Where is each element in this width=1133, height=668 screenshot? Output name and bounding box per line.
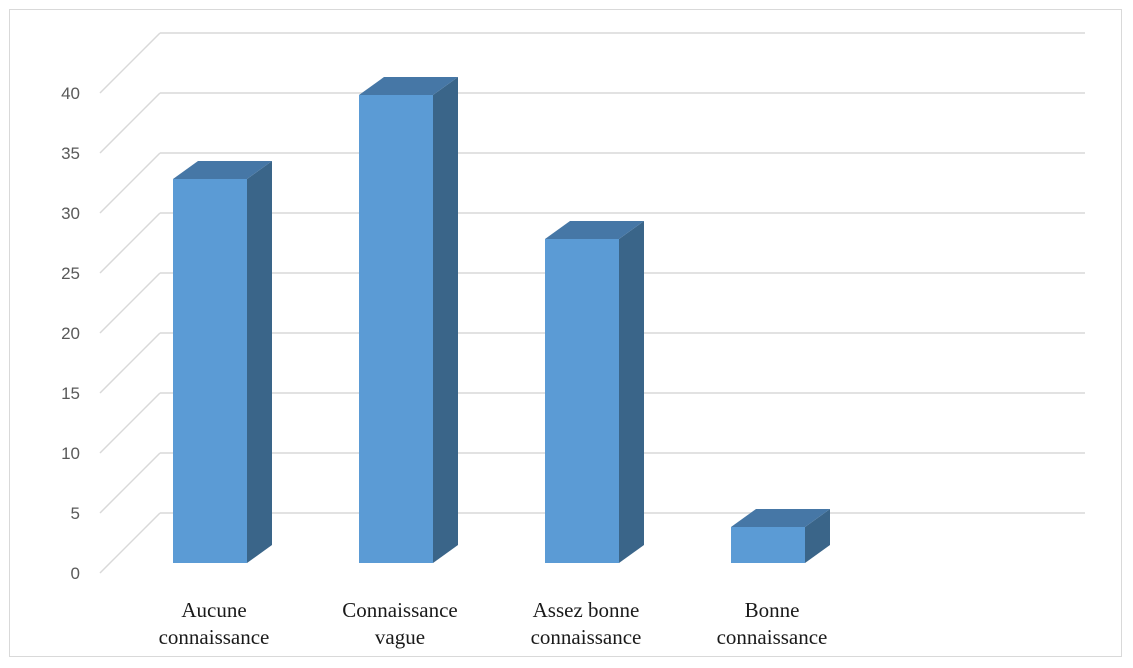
bar-front — [731, 527, 805, 563]
bar-side — [247, 161, 272, 563]
y-tick-label: 25 — [61, 264, 80, 283]
gridline-side — [99, 512, 161, 574]
bar-top — [359, 77, 458, 95]
y-tick-label: 10 — [61, 444, 80, 463]
bar — [359, 77, 458, 563]
gridline-side — [99, 92, 161, 154]
x-category-label: Connaissance vague — [342, 598, 457, 649]
bar — [173, 161, 272, 563]
y-axis-ticks: 0 5 10 15 20 25 30 35 40 — [61, 84, 80, 583]
bar-top — [731, 509, 830, 527]
bar-top — [173, 161, 272, 179]
gridline-side — [99, 332, 161, 394]
x-category-label: Assez bonne connaissance — [531, 598, 642, 649]
x-category-label: Bonne connaissance — [717, 598, 828, 649]
bar-top — [545, 221, 644, 239]
bars — [173, 77, 830, 563]
y-tick-label: 35 — [61, 144, 80, 163]
y-tick-label: 0 — [71, 564, 80, 583]
gridline-side — [99, 272, 161, 334]
bar-side — [433, 77, 458, 563]
bar — [731, 509, 830, 563]
y-tick-label: 15 — [61, 384, 80, 403]
bar-front — [173, 179, 247, 563]
x-category-label: Aucune connaissance — [159, 598, 270, 649]
bar-front — [359, 95, 433, 563]
gridline-side — [99, 452, 161, 514]
bar-side — [619, 221, 644, 563]
bar — [545, 221, 644, 563]
bar-front — [545, 239, 619, 563]
gridline-side — [99, 32, 161, 94]
y-tick-label: 30 — [61, 204, 80, 223]
gridline-side — [99, 212, 161, 274]
gridline-side — [99, 152, 161, 214]
gridline-side — [99, 392, 161, 454]
x-axis-categories: Aucune connaissance Connaissance vague Assez… — [159, 598, 828, 649]
y-tick-label: 40 — [61, 84, 80, 103]
y-tick-label: 5 — [71, 504, 80, 523]
y-tick-label: 20 — [61, 324, 80, 343]
